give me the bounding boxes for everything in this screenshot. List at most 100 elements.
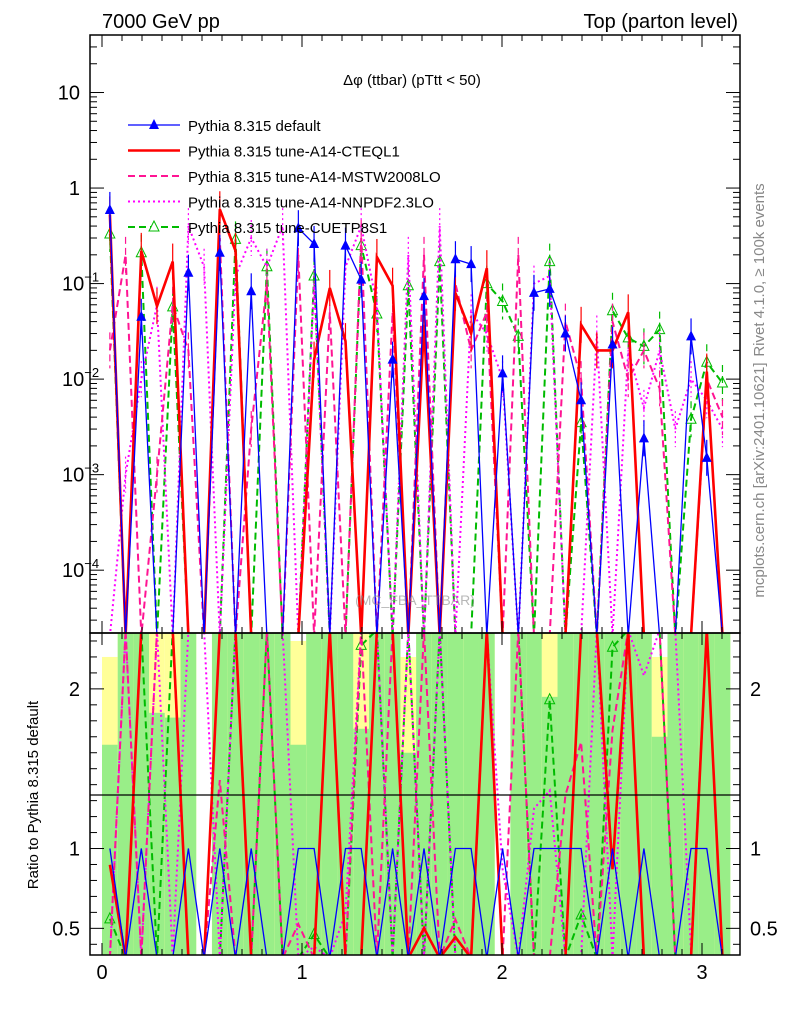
ratio-y-tick-label-left: 1 xyxy=(69,839,80,861)
data-point xyxy=(496,294,509,306)
band-green xyxy=(384,633,401,955)
x-tick-label: 0 xyxy=(96,962,107,984)
plot-title: Δφ (ttbar) (pTtt < 50) xyxy=(343,72,481,89)
data-point xyxy=(638,432,649,443)
band-green xyxy=(510,633,527,955)
legend: Pythia 8.315 default Pythia 8.315 tune-A1… xyxy=(128,118,441,237)
data-point xyxy=(716,375,729,388)
y-tick-label: 10 xyxy=(58,83,80,105)
main-series xyxy=(104,191,729,633)
data-point xyxy=(402,278,415,291)
top-left-label: 7000 GeV pp xyxy=(102,11,220,33)
legend-label: Pythia 8.315 tune-A14-NNPDF2.3LO xyxy=(188,195,434,212)
data-point xyxy=(560,327,571,338)
y-tick-label: 10−1 xyxy=(62,270,99,296)
band-green xyxy=(243,633,260,955)
data-point xyxy=(356,273,367,284)
data-point xyxy=(450,253,461,264)
mcplots-label: mcplots.cern.ch [arXiv:2401.10621] xyxy=(751,362,768,597)
band-green xyxy=(447,633,464,955)
data-point xyxy=(701,451,712,462)
data-point xyxy=(686,330,697,341)
data-point xyxy=(607,338,618,349)
rivet-label: Rivet 4.1.0, ≥ 100k events xyxy=(751,183,768,356)
band-green xyxy=(667,633,684,955)
ratio-y-tick-label-right: 0.5 xyxy=(750,918,778,940)
data-point xyxy=(544,282,555,293)
data-point xyxy=(136,310,147,321)
band-green xyxy=(714,633,731,955)
data-point xyxy=(246,285,257,296)
data-point xyxy=(340,239,351,250)
data-point xyxy=(104,203,115,214)
data-point xyxy=(622,330,635,343)
data-point xyxy=(528,286,539,297)
band-green xyxy=(478,633,495,955)
y-tick-label: 10−4 xyxy=(62,556,99,582)
data-point xyxy=(576,394,587,405)
ratio-point xyxy=(543,692,556,705)
band-green xyxy=(400,752,417,955)
data-point xyxy=(497,367,508,378)
ratio-line xyxy=(109,847,723,955)
band-green xyxy=(620,633,637,955)
data-point xyxy=(183,266,194,277)
legend-label: Pythia 8.315 default xyxy=(188,118,321,135)
band-green xyxy=(259,633,275,955)
band-green xyxy=(463,633,479,955)
band-green xyxy=(651,736,668,955)
band-green xyxy=(573,633,589,955)
band-green xyxy=(369,633,385,955)
ratio-point xyxy=(575,907,587,920)
band-green xyxy=(321,633,338,955)
band-green xyxy=(698,633,715,955)
y-tick-label: 10−2 xyxy=(62,365,99,391)
data-point xyxy=(466,258,477,269)
series-line xyxy=(108,233,724,633)
top-right-label: Top (parton level) xyxy=(583,11,738,33)
band-green xyxy=(683,633,699,955)
data-point xyxy=(543,254,556,267)
ratio-line xyxy=(108,633,724,955)
watermark: (MC_FBA_TTBAR) xyxy=(355,592,475,608)
band-green xyxy=(636,633,652,955)
x-tick-label: 3 xyxy=(696,962,707,984)
y-tick-label: 10−3 xyxy=(62,461,99,487)
legend-label: Pythia 8.315 tune-A14-CTEQL1 xyxy=(188,144,400,161)
data-point xyxy=(308,268,320,281)
x-tick-label: 1 xyxy=(296,962,307,984)
ratio-y-tick-label-left: 2 xyxy=(69,679,80,701)
band-green xyxy=(588,633,605,955)
data-point xyxy=(685,412,697,424)
ratio-frame xyxy=(89,632,741,956)
data-point xyxy=(309,237,320,248)
band-green xyxy=(431,633,448,955)
ratio-series xyxy=(104,633,724,955)
legend-label: Pythia 8.315 tune-A14-MSTW2008LO xyxy=(188,169,441,186)
band-green xyxy=(416,633,432,955)
series-line xyxy=(109,209,723,633)
ratio-point xyxy=(606,640,619,652)
data-point xyxy=(214,246,225,257)
band-green xyxy=(211,633,228,955)
band-green xyxy=(337,633,354,955)
x-tick-label: 2 xyxy=(496,962,507,984)
legend-marker xyxy=(149,119,159,129)
y-tick-label: 1 xyxy=(69,178,80,200)
data-point xyxy=(387,353,398,364)
data-point xyxy=(419,290,430,301)
data-point xyxy=(433,254,446,267)
ratio-y-axis-label: Ratio to Pythia 8.315 default xyxy=(25,700,42,889)
band-green xyxy=(526,633,542,955)
data-point xyxy=(293,222,304,233)
band-green xyxy=(133,633,150,955)
ratio-y-tick-label-right: 2 xyxy=(750,679,761,701)
band-green xyxy=(180,633,197,955)
ratio-y-tick-label-left: 0.5 xyxy=(52,918,80,940)
band-green xyxy=(274,633,291,955)
band-green xyxy=(541,696,558,955)
legend-label: Pythia 8.315 tune-CUETP8S1 xyxy=(188,220,387,237)
series-line xyxy=(108,208,724,633)
band-green xyxy=(117,633,134,955)
